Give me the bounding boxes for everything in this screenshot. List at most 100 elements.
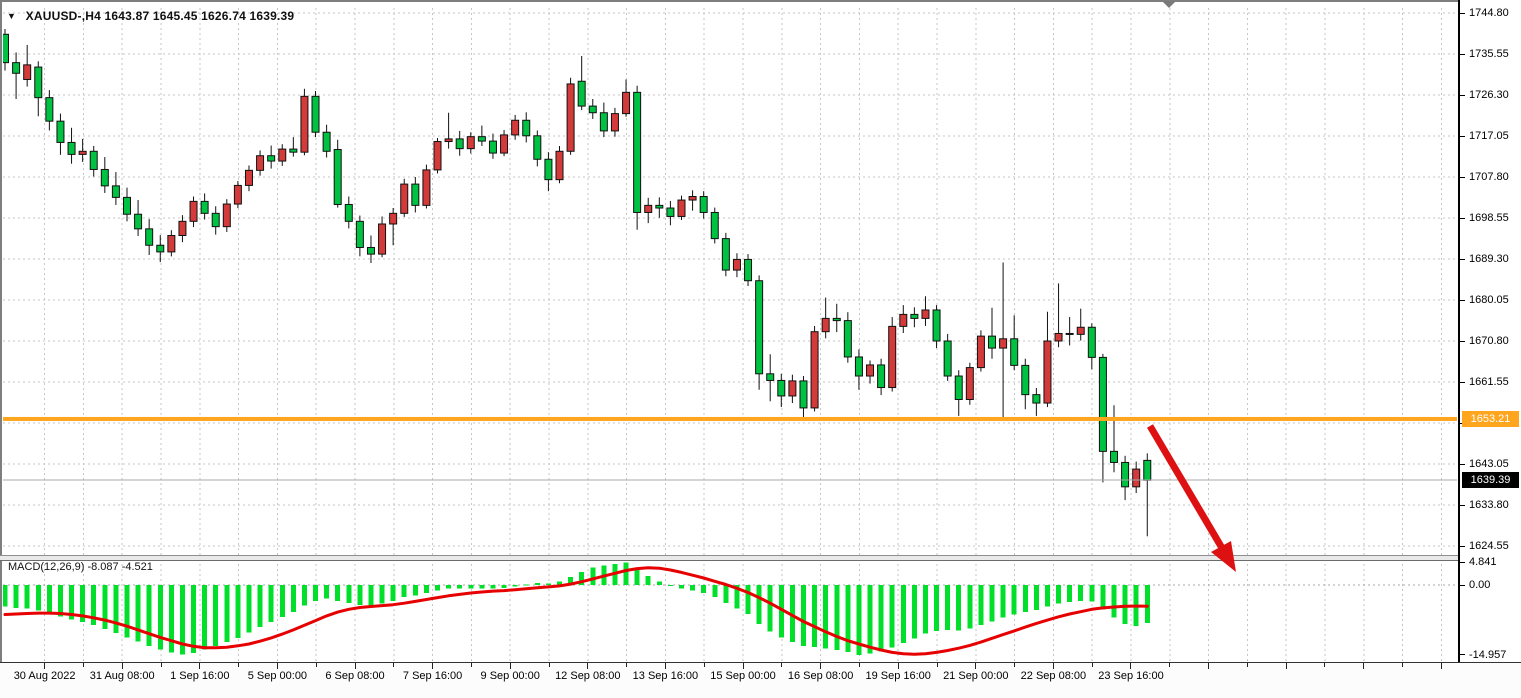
candle-body bbox=[300, 95, 309, 153]
macd-histogram-bar bbox=[91, 585, 97, 626]
candle-body bbox=[755, 280, 764, 375]
candle-body bbox=[877, 364, 886, 389]
axis-tick-mark bbox=[1460, 13, 1465, 14]
candle-body bbox=[56, 120, 65, 143]
candle-body bbox=[477, 136, 486, 142]
candle-body bbox=[189, 200, 198, 222]
chart-shift-marker-icon[interactable] bbox=[1162, 1, 1176, 8]
time-axis-tick bbox=[1441, 663, 1442, 669]
macd-histogram-bar bbox=[446, 585, 452, 589]
time-axis-tick bbox=[199, 663, 200, 669]
macd-histogram-bar bbox=[168, 585, 174, 653]
macd-histogram-bar bbox=[235, 585, 241, 638]
time-axis-tick bbox=[122, 663, 123, 669]
macd-histogram-bar bbox=[35, 585, 41, 611]
candle-body bbox=[244, 169, 253, 186]
time-axis-tick bbox=[316, 663, 317, 667]
macd-histogram-bar bbox=[390, 585, 396, 601]
candle-body bbox=[599, 112, 608, 132]
candle-body bbox=[12, 62, 21, 74]
candle-body bbox=[378, 223, 387, 255]
macd-histogram-bar bbox=[900, 585, 906, 644]
candle-body bbox=[999, 338, 1008, 349]
macd-histogram-bar bbox=[767, 585, 773, 632]
time-axis-tick bbox=[1286, 663, 1287, 669]
candle-body bbox=[644, 204, 653, 213]
macd-histogram-bar bbox=[678, 585, 684, 589]
macd-histogram-bar bbox=[745, 585, 751, 615]
time-axis-tick bbox=[1363, 663, 1364, 669]
macd-histogram-bar bbox=[667, 585, 673, 586]
candle-body bbox=[200, 200, 209, 214]
macd-indicator-chart[interactable] bbox=[3, 559, 1457, 661]
macd-histogram-bar bbox=[545, 583, 551, 585]
horizontal-line-1653[interactable] bbox=[3, 416, 1457, 421]
macd-histogram-bar bbox=[435, 585, 441, 591]
time-axis-label: 15 Sep 00:00 bbox=[710, 670, 776, 682]
candle-body bbox=[444, 138, 453, 143]
bid-price-badge: 1639.39 bbox=[1462, 472, 1519, 489]
macd-histogram-bar bbox=[590, 567, 596, 585]
time-axis-tick bbox=[355, 663, 356, 669]
macd-histogram-bar bbox=[46, 585, 52, 614]
candle-body bbox=[422, 169, 431, 206]
time-axis-tick bbox=[1208, 663, 1209, 669]
time-axis-label: 22 Sep 08:00 bbox=[1020, 670, 1087, 682]
macd-axis-label: 4.841 bbox=[1469, 556, 1497, 569]
trend-arrow[interactable] bbox=[1100, 400, 1300, 600]
time-axis-label: 7 Sep 16:00 bbox=[402, 670, 463, 682]
candle-body bbox=[533, 135, 542, 160]
candle-body bbox=[400, 183, 409, 214]
symbol-dropdown-icon[interactable]: ▼ bbox=[7, 11, 17, 21]
time-axis[interactable]: 30 Aug 2022 31 Aug 08:00 1 Sep 16:00 5 Sep … bbox=[0, 662, 1521, 698]
macd-histogram-bar bbox=[479, 585, 485, 589]
time-axis-tick bbox=[587, 663, 588, 669]
candle-body bbox=[899, 313, 908, 327]
candle-body bbox=[699, 196, 708, 213]
candle-body bbox=[1021, 364, 1030, 396]
macd-histogram-bar bbox=[257, 585, 263, 628]
macd-histogram-bar bbox=[468, 585, 474, 589]
price-axis-label: 1661.55 bbox=[1469, 376, 1509, 388]
macd-histogram-bar bbox=[368, 585, 374, 606]
candle-body bbox=[222, 203, 231, 228]
candle-body bbox=[522, 119, 531, 137]
candle-body bbox=[100, 168, 109, 187]
candle-body bbox=[1076, 326, 1085, 335]
candle-body bbox=[322, 131, 331, 152]
candle-body bbox=[134, 213, 143, 230]
candle-body bbox=[500, 134, 509, 154]
candle-body bbox=[278, 148, 287, 162]
macd-histogram-bar bbox=[989, 585, 995, 622]
macd-histogram-bar bbox=[845, 585, 851, 652]
candle-body bbox=[732, 258, 741, 271]
macd-histogram-bar bbox=[268, 585, 274, 622]
macd-histogram-bar bbox=[24, 585, 30, 609]
candle-body bbox=[1087, 326, 1096, 358]
macd-histogram-bar bbox=[1056, 585, 1062, 604]
time-axis-label: 23 Sep 16:00 bbox=[1098, 670, 1164, 682]
macd-histogram-bar bbox=[701, 585, 707, 593]
macd-histogram-bar bbox=[579, 571, 585, 585]
macd-histogram-bar bbox=[213, 585, 219, 646]
macd-histogram-bar bbox=[146, 585, 152, 646]
macd-histogram-bar bbox=[1122, 585, 1128, 624]
candle-body bbox=[588, 105, 597, 114]
time-axis-label: 5 Sep 00:00 bbox=[247, 670, 308, 682]
candle-body bbox=[411, 183, 420, 206]
candlestick-chart[interactable] bbox=[3, 8, 1457, 555]
macd-histogram-bar bbox=[534, 583, 540, 585]
macd-histogram-bar bbox=[823, 585, 829, 649]
price-axis[interactable]: 1744.80 1735.55 1726.30 1717.05 1707.80 1698.… bbox=[1458, 0, 1521, 662]
macd-histogram-bar bbox=[1000, 585, 1006, 618]
macd-histogram-bar bbox=[1111, 585, 1117, 618]
candle-body bbox=[167, 235, 176, 253]
time-axis-tick bbox=[937, 663, 938, 667]
candle-body bbox=[633, 91, 642, 213]
macd-histogram-bar bbox=[756, 585, 762, 624]
panel-separator[interactable] bbox=[0, 555, 1459, 561]
macd-histogram-bar bbox=[401, 585, 407, 598]
macd-histogram-bar bbox=[179, 585, 185, 655]
time-axis-tick bbox=[393, 663, 394, 667]
candle-body bbox=[145, 228, 154, 246]
